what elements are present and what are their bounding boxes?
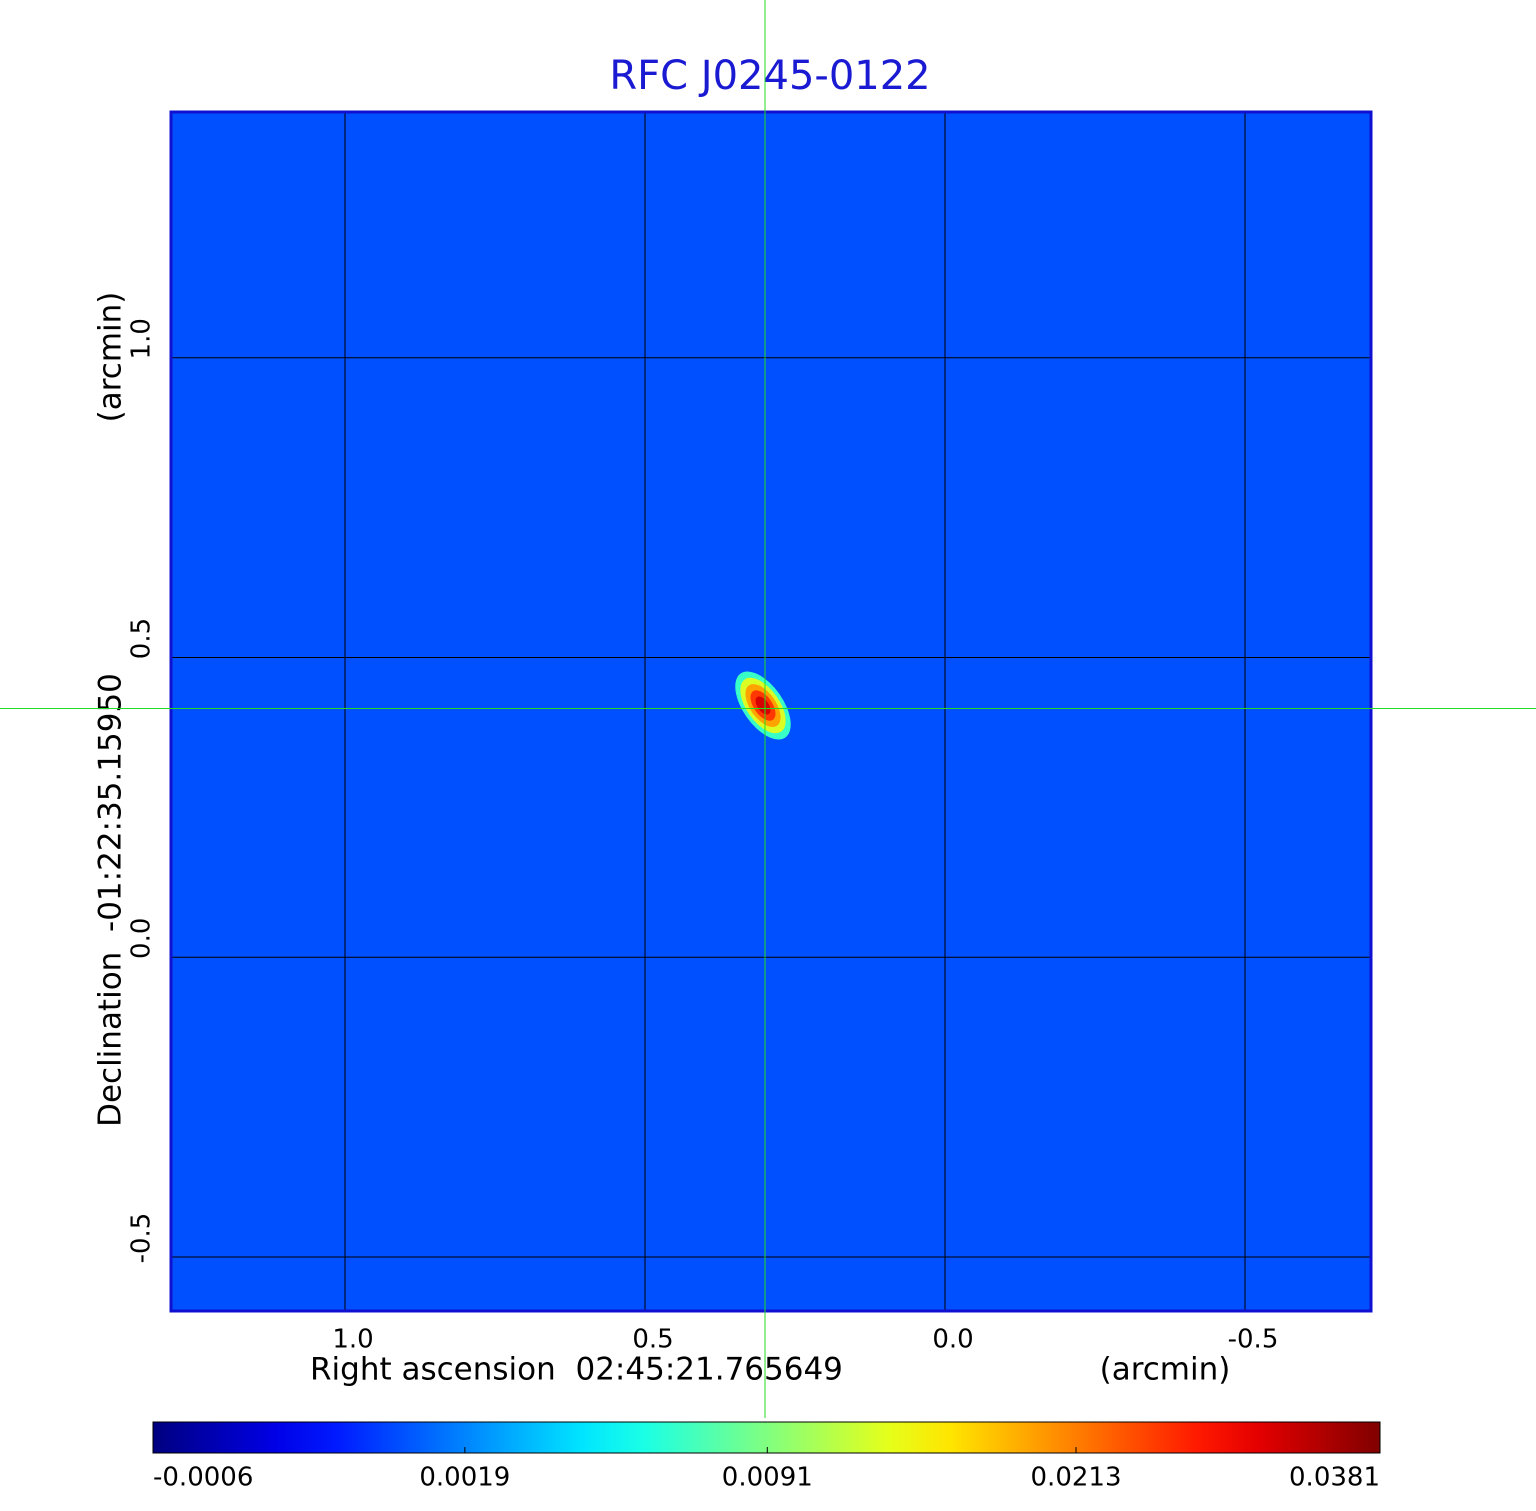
y-tick-label: 1.0 — [127, 318, 157, 359]
x-axis-label: Right ascension 02:45:21.765649 — [310, 1352, 843, 1388]
chart-title: RFC J0245-0122 — [609, 53, 930, 99]
colorbar-tick-label: 0.0019 — [419, 1463, 510, 1493]
plot-frame — [169, 110, 1373, 1313]
x-axis-unit: (arcmin) — [1100, 1352, 1231, 1388]
colorbar-tick-label: 0.0091 — [722, 1463, 813, 1493]
y-axis-unit: (arcmin) — [93, 292, 129, 423]
y-tick-label: 0.5 — [127, 618, 157, 659]
x-tick-label: 0.5 — [632, 1325, 673, 1355]
source-contour — [755, 696, 771, 715]
colorbar-tick-label: -0.0006 — [153, 1463, 253, 1493]
colorbar-tick-label: 0.0213 — [1031, 1463, 1122, 1493]
colorbar — [152, 1421, 1381, 1454]
x-tick-label: 0.0 — [932, 1325, 973, 1355]
source — [735, 671, 791, 740]
x-tick-label: -0.5 — [1228, 1325, 1279, 1355]
colorbar-tick-label: 0.0381 — [1289, 1463, 1380, 1493]
y-tick-label: -0.5 — [127, 1213, 157, 1264]
y-axis-label: Declination -01:22:35.15950 — [93, 673, 129, 1127]
x-tick-label: 1.0 — [332, 1325, 373, 1355]
y-tick-label: 0.0 — [127, 918, 157, 959]
